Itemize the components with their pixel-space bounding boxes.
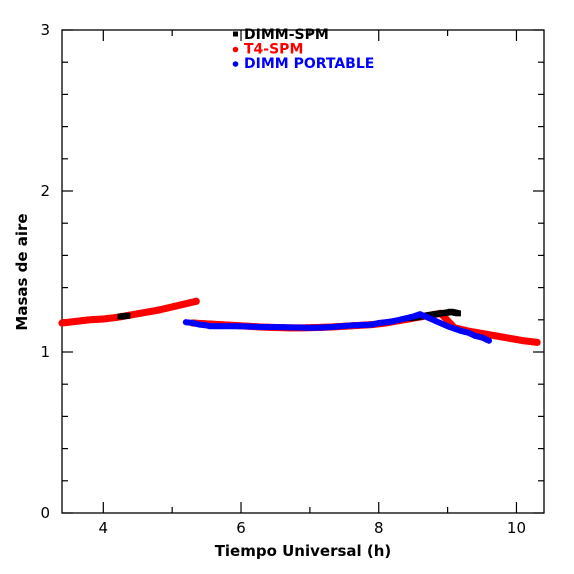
- legend-label: DIMM-SPM: [244, 27, 329, 43]
- point-dimm-spm: [454, 310, 461, 317]
- y-tick-label: 3: [40, 21, 50, 39]
- x-tick-label: 4: [99, 519, 109, 537]
- legend-marker: [232, 61, 239, 67]
- legend-label: T4-SPM: [244, 42, 303, 58]
- point-dimm-spm: [124, 312, 131, 319]
- tick-labels: 4 6 8 10 0 1 2 3: [40, 21, 526, 537]
- axis-ticks: [62, 29, 544, 514]
- y-tick-label: 1: [40, 343, 50, 361]
- plot-frame: [61, 29, 545, 514]
- point-t4-spm: [192, 297, 200, 305]
- legend-marker: [232, 46, 239, 53]
- data-marks: [58, 297, 541, 346]
- legend-marker: [233, 31, 238, 37]
- legend-label: DIMM PORTABLE: [244, 56, 374, 72]
- point-dimm-portable: [485, 337, 493, 344]
- x-tick-label: 6: [236, 519, 246, 537]
- y-tick-label: 0: [40, 504, 50, 522]
- x-tick-label: 8: [374, 519, 384, 537]
- x-tick-label: 10: [507, 519, 526, 537]
- y-tick-label: 2: [40, 182, 50, 200]
- point-t4-spm: [533, 338, 541, 346]
- y-axis-label: Masas de aire: [13, 213, 31, 330]
- x-axis-label: Tiempo Universal (h): [215, 542, 392, 560]
